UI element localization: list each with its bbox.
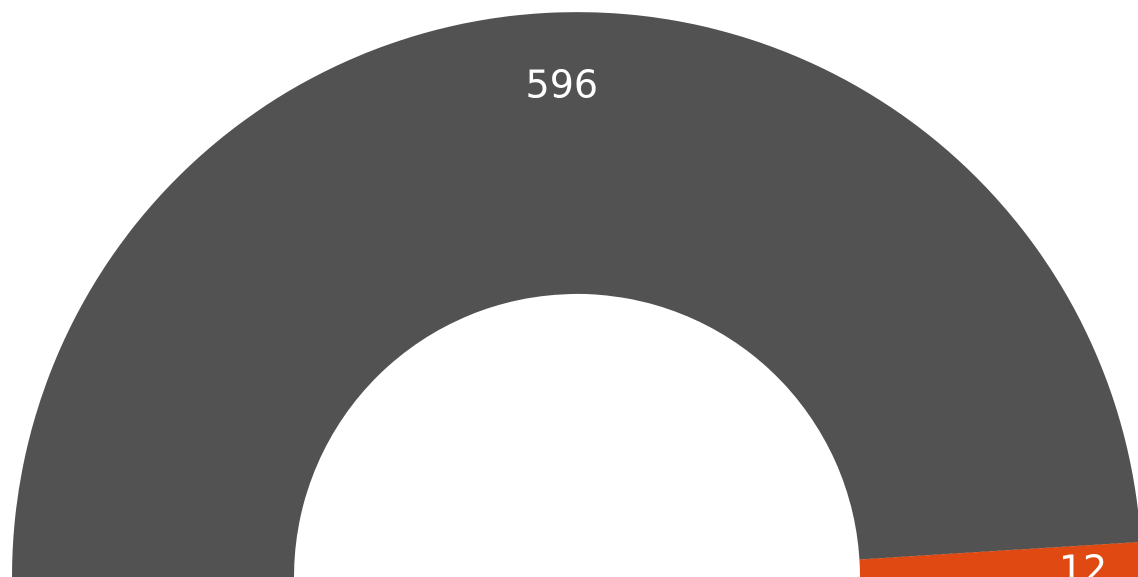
gauge-segment-12	[859, 542, 1138, 577]
data-label-12: 12	[1059, 548, 1107, 577]
gauge-segment-596	[12, 12, 1138, 577]
data-label-596: 596	[526, 63, 599, 107]
